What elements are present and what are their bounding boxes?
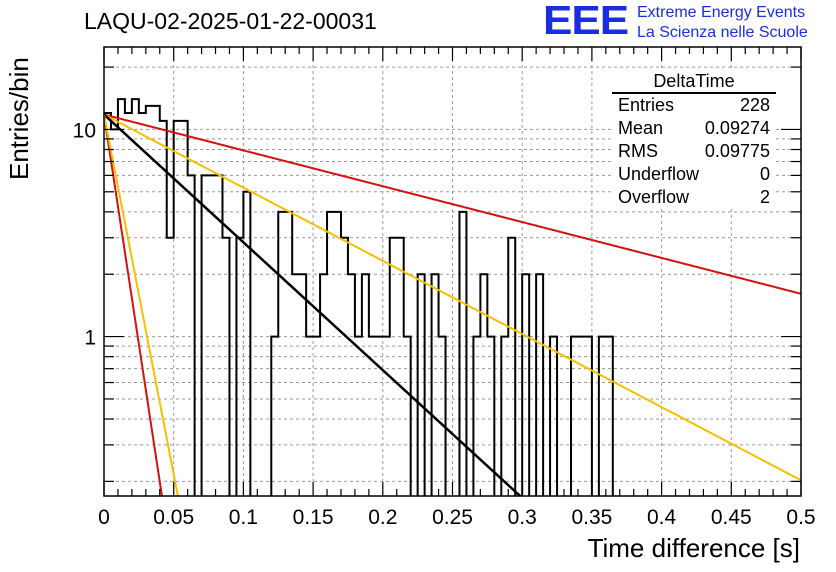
stats-label: Overflow	[618, 187, 690, 207]
fit-curve-3	[103, 114, 163, 497]
eee-logo: EEE	[543, 0, 629, 44]
stats-label: RMS	[618, 141, 658, 161]
x-axis-label: Time difference [s]	[587, 533, 800, 563]
fit-curve-1	[103, 113, 802, 482]
eee-logo-text: Extreme Energy Events La Scienza nelle S…	[637, 3, 808, 43]
fit-curve-0	[103, 113, 802, 295]
stats-row-underflow: Underflow 0	[612, 163, 776, 186]
stats-value: 228	[739, 95, 770, 115]
stats-label: Entries	[618, 95, 675, 115]
stats-label: Underflow	[618, 164, 700, 184]
stats-box: DeltaTime Entries 228 Mean 0.09274 RMS 0…	[612, 70, 776, 209]
x-tick-label: 0.35	[571, 506, 612, 529]
x-tick-label: 0.2	[368, 506, 397, 529]
histogram-bins	[104, 98, 614, 496]
x-tick-label: 0.3	[508, 506, 537, 529]
fit-curve-4	[103, 114, 179, 497]
y-tick-label: 10	[73, 119, 96, 142]
stats-value: 0.09274	[704, 118, 770, 138]
stats-value: 0.09775	[704, 141, 770, 161]
y-axis-label: Entries/bin	[4, 57, 34, 180]
x-tick-label: 0.5	[786, 506, 815, 529]
x-tick-label: 0.1	[229, 506, 258, 529]
stats-row-mean: Mean 0.09274	[612, 117, 776, 140]
stats-label: Mean	[618, 118, 664, 138]
x-tick-label: 0.15	[293, 506, 334, 529]
x-tick-label: 0.25	[432, 506, 473, 529]
stats-value: 0	[759, 164, 770, 184]
stats-row-rms: RMS 0.09775	[612, 140, 776, 163]
logo-line-1: Extreme Energy Events	[637, 4, 806, 21]
stats-title: DeltaTime	[612, 70, 776, 94]
logo-line-2: La Scienza nelle Scuole	[637, 24, 808, 41]
histogram-line	[104, 98, 614, 496]
fit-curve-2	[103, 113, 521, 497]
stats-value: 2	[759, 187, 770, 207]
y-tick-label: 1	[84, 327, 96, 350]
chart-title: LAQU-02-2025-01-22-00031	[84, 8, 377, 34]
stats-row-entries: Entries 228	[612, 94, 776, 117]
x-tick-label: 0.45	[711, 506, 752, 529]
fit-curves	[103, 113, 802, 497]
x-tick-label: 0	[98, 506, 110, 529]
axis-ticks	[103, 47, 802, 496]
x-tick-label: 0.05	[153, 506, 194, 529]
stats-row-overflow: Overflow 2	[612, 186, 776, 209]
x-tick-label: 0.4	[647, 506, 677, 529]
axis-tick-labels: 0 0.05 0.1 0.15 0.2 0.25 0.3 0.35 0.4 0.45 0.5 1 10	[73, 119, 816, 529]
grid	[104, 47, 801, 496]
